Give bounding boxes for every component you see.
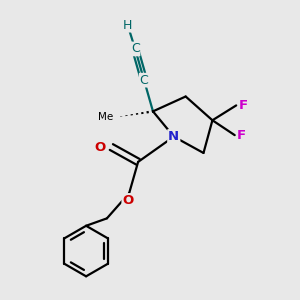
Text: N: N	[168, 130, 179, 143]
Text: Me: Me	[98, 112, 113, 122]
Text: F: F	[237, 129, 246, 142]
Text: O: O	[95, 140, 106, 154]
Text: O: O	[122, 194, 133, 207]
Text: F: F	[238, 99, 248, 112]
Text: H: H	[123, 19, 132, 32]
Text: C: C	[131, 42, 140, 56]
Text: C: C	[140, 74, 148, 87]
